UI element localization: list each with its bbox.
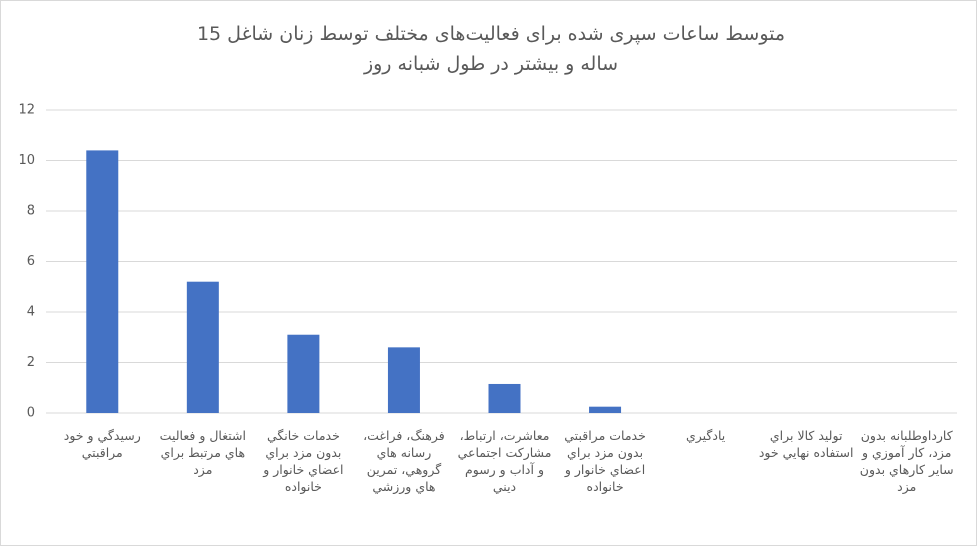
x-tick-label: كارداوطلبانه بدون مزد، كار آموزي و ساير … xyxy=(859,428,954,494)
x-tick-label: فرهنگ، فراغت، رسانه هاي گروهي، تمرين هاي… xyxy=(363,428,445,494)
bar xyxy=(86,150,119,413)
x-tick-label: رسيدگي و خود مراقبتي xyxy=(63,428,141,460)
bar xyxy=(589,406,622,413)
y-tick-label: 2 xyxy=(27,355,35,370)
y-tick-label: 4 xyxy=(27,305,35,320)
x-tick-label: اشتغال و فعاليت هاي مرتبط براي مزد xyxy=(159,428,246,477)
chart-title: متوسط ساعات سپری شده برای فعالیت‌های مخت… xyxy=(196,23,786,75)
y-tick-label: 6 xyxy=(27,254,35,269)
y-tick-label: 0 xyxy=(27,406,35,421)
bar xyxy=(186,281,219,413)
y-tick-label: 8 xyxy=(27,204,35,219)
x-tick-label: معاشرت، ارتباط، مشاركت اجتماعي و آداب و … xyxy=(457,428,552,494)
y-tick-label: 12 xyxy=(18,103,35,118)
bar xyxy=(488,383,521,413)
x-tick-label: خدمات خانگي بدون مزد براي اعضاي خانوار و… xyxy=(263,428,344,494)
bar xyxy=(287,334,320,413)
x-tick-label: خدمات مراقبتي بدون مزد براي اعضاي خانوار… xyxy=(564,428,646,494)
x-tick-label: يادگيري xyxy=(685,428,726,443)
x-tick-label: توليد كالا براي استفاده نهايي خود xyxy=(758,428,854,460)
y-tick-label: 10 xyxy=(18,153,35,168)
bar xyxy=(387,347,420,413)
